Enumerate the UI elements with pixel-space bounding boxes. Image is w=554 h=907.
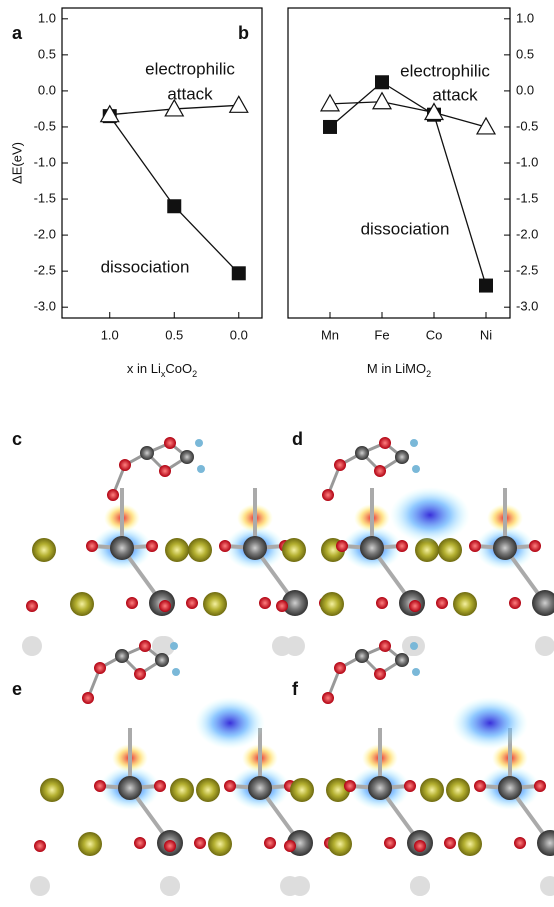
x-axis-label: x in LixCoO2	[127, 361, 197, 379]
x-tick-label: 0.5	[165, 327, 183, 342]
x-label-part: 2	[426, 369, 431, 379]
square-marker	[375, 75, 389, 89]
panel-label: a	[12, 23, 23, 43]
square-marker	[167, 199, 181, 213]
panel-label: e	[12, 679, 22, 699]
panel-e-image	[30, 640, 350, 896]
annotation: electrophilic	[400, 61, 490, 80]
y-tick-label: -3.0	[34, 299, 56, 314]
x-tick-label: Co	[426, 327, 443, 342]
x-label-part: x in Li	[127, 361, 161, 376]
triangle-marker	[321, 95, 339, 111]
series-line	[330, 82, 486, 285]
y-tick-label: 0.0	[38, 82, 56, 97]
panel-label: b	[238, 23, 249, 43]
square-marker	[323, 120, 337, 134]
y-tick-label: 0.5	[38, 46, 56, 61]
panel-label: c	[12, 429, 22, 449]
annotation: attack	[167, 84, 213, 103]
y-tick-label: -1.5	[516, 190, 538, 205]
triangle-marker	[230, 96, 248, 112]
annotation: dissociation	[361, 219, 450, 238]
y-tick-label: 1.0	[38, 10, 56, 25]
panel-f-image	[280, 640, 554, 896]
y-tick-label: -1.5	[34, 190, 56, 205]
y-tick-label: -2.5	[34, 263, 56, 278]
triangle-marker	[477, 118, 495, 134]
series-line	[330, 102, 486, 127]
panel-label: d	[292, 429, 303, 449]
x-label-part: CoO	[165, 361, 192, 376]
x-tick-label: 1.0	[101, 327, 119, 342]
y-tick-label: -1.0	[34, 154, 56, 169]
y-tick-label: 0.0	[516, 82, 534, 97]
panel-label: f	[292, 679, 299, 699]
annotation: dissociation	[101, 257, 190, 276]
y-tick-label: 1.0	[516, 10, 534, 25]
x-tick-label: 0.0	[230, 327, 248, 342]
y-tick-label: -2.0	[34, 227, 56, 242]
y-tick-label: 0.5	[516, 46, 534, 61]
series-line	[110, 116, 239, 273]
square-marker	[479, 279, 493, 293]
y-tick-label: -2.5	[516, 263, 538, 278]
x-label-part: 2	[192, 369, 197, 379]
figure-svg: 1.0 0.5 0.0 1.0 0.5 0.0 -0.5 -1.0 -1.5 -2.0 -2.5 -3…	[0, 0, 554, 907]
y-tick-label: -0.5	[34, 118, 56, 133]
annotation: electrophilic	[145, 59, 235, 78]
plot-frame	[288, 8, 510, 318]
x-tick-label: Fe	[374, 327, 389, 342]
y-tick-label: -2.0	[516, 227, 538, 242]
square-marker	[232, 266, 246, 280]
y-tick-label: -1.0	[516, 154, 538, 169]
triangle-marker	[373, 93, 391, 109]
y-tick-label: -0.5	[516, 118, 538, 133]
y-axis-label: ΔE(eV)	[9, 142, 24, 184]
figure: 1.0 0.5 0.0 1.0 0.5 0.0 -0.5 -1.0 -1.5 -2.0 -2.5 -3…	[0, 0, 554, 907]
x-tick-label: Ni	[480, 327, 492, 342]
x-tick-label: Mn	[321, 327, 339, 342]
panel-d-image	[272, 437, 554, 656]
x-label-part: M in LiMO	[367, 361, 426, 376]
x-axis-label: M in LiMO2	[367, 361, 431, 379]
annotation: attack	[432, 85, 478, 104]
y-tick-label: -3.0	[516, 299, 538, 314]
